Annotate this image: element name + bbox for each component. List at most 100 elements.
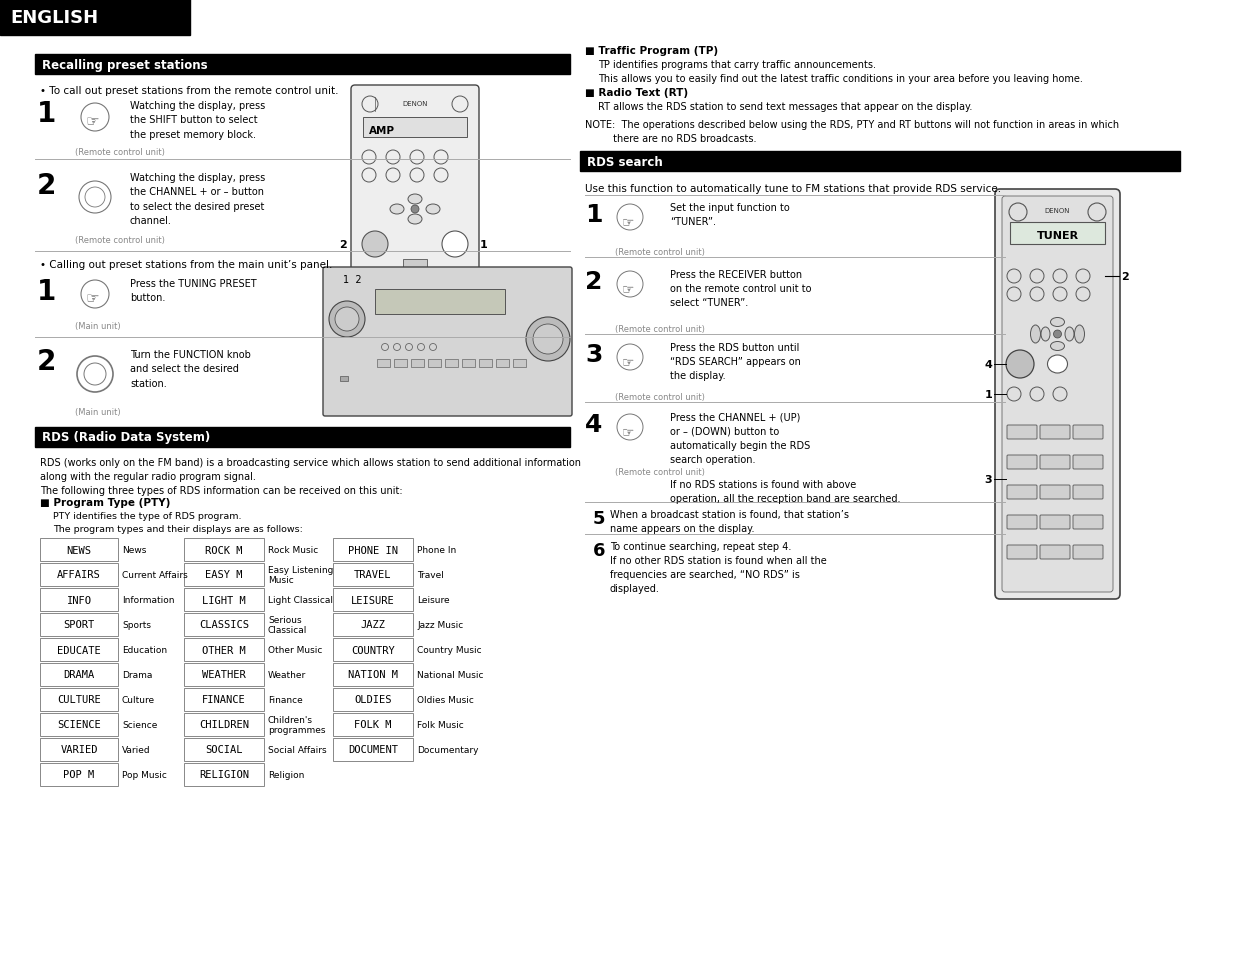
- Bar: [184, 713, 263, 737]
- Text: Jazz Music: Jazz Music: [417, 620, 463, 629]
- Bar: [333, 713, 413, 737]
- Circle shape: [526, 317, 570, 361]
- Ellipse shape: [1030, 326, 1040, 344]
- Bar: [333, 588, 413, 612]
- Circle shape: [1006, 351, 1034, 378]
- Bar: [411, 359, 424, 368]
- Text: Culture: Culture: [122, 696, 155, 704]
- Text: ■ Program Type (PTY): ■ Program Type (PTY): [40, 497, 171, 507]
- Bar: [0, 0, 190, 36]
- FancyBboxPatch shape: [1007, 516, 1037, 530]
- Text: Documentary: Documentary: [417, 745, 479, 754]
- Text: Watching the display, press
the CHANNEL + or – button
to select the desired pres: Watching the display, press the CHANNEL …: [130, 172, 265, 226]
- Text: TUNER: TUNER: [1037, 231, 1079, 241]
- Text: National Music: National Music: [417, 670, 484, 679]
- Bar: [40, 538, 118, 561]
- Text: DENON: DENON: [402, 101, 428, 107]
- Ellipse shape: [426, 205, 440, 214]
- Text: ■ Radio Text (RT): ■ Radio Text (RT): [585, 88, 688, 98]
- FancyBboxPatch shape: [1072, 426, 1103, 439]
- FancyBboxPatch shape: [1040, 485, 1070, 499]
- Bar: [479, 359, 492, 368]
- Text: • Calling out preset stations from the main unit’s panel.: • Calling out preset stations from the m…: [40, 260, 333, 270]
- Text: SPORT: SPORT: [63, 619, 94, 630]
- Text: Phone In: Phone In: [417, 545, 456, 555]
- Bar: [395, 359, 407, 368]
- Text: To continue searching, repeat step 4.
If no other RDS station is found when all : To continue searching, repeat step 4. If…: [610, 541, 826, 594]
- Bar: [40, 563, 118, 586]
- Text: AFFAIRS: AFFAIRS: [57, 570, 101, 579]
- Circle shape: [533, 325, 563, 355]
- Bar: [35, 428, 570, 448]
- Text: 2: 2: [37, 348, 57, 375]
- Text: (Remote control unit): (Remote control unit): [615, 393, 705, 401]
- Text: Drama: Drama: [122, 670, 152, 679]
- Text: 2: 2: [1121, 272, 1128, 282]
- FancyBboxPatch shape: [1007, 545, 1037, 559]
- Text: ☞: ☞: [622, 282, 635, 295]
- Bar: [461, 359, 475, 368]
- Bar: [333, 563, 413, 586]
- Bar: [340, 376, 348, 381]
- Text: SCIENCE: SCIENCE: [57, 720, 101, 730]
- Ellipse shape: [1042, 328, 1050, 341]
- Ellipse shape: [408, 194, 422, 205]
- Text: Finance: Finance: [268, 696, 303, 704]
- Text: Science: Science: [122, 720, 157, 729]
- Circle shape: [335, 308, 359, 332]
- Bar: [362, 118, 468, 138]
- Text: 1  2: 1 2: [343, 274, 361, 285]
- Text: If no RDS stations is found with above
operation, all the reception band are sea: If no RDS stations is found with above o…: [670, 479, 901, 503]
- Text: ☞: ☞: [85, 114, 99, 130]
- Text: 1: 1: [37, 100, 56, 128]
- Text: Watching the display, press
the SHIFT button to select
the preset memory block.: Watching the display, press the SHIFT bu…: [130, 101, 265, 140]
- Bar: [1009, 223, 1105, 245]
- Text: OTHER M: OTHER M: [202, 645, 246, 655]
- FancyBboxPatch shape: [323, 268, 571, 416]
- Text: When a broadcast station is found, that station’s
name appears on the display.: When a broadcast station is found, that …: [610, 510, 849, 534]
- Text: (Remote control unit): (Remote control unit): [615, 248, 705, 256]
- Text: PHONE IN: PHONE IN: [348, 545, 398, 555]
- Ellipse shape: [1065, 328, 1074, 341]
- Bar: [184, 538, 263, 561]
- Text: (Main unit): (Main unit): [75, 322, 121, 331]
- Bar: [184, 639, 263, 661]
- Text: Press the TUNING PRESET
button.: Press the TUNING PRESET button.: [130, 278, 256, 303]
- Ellipse shape: [390, 205, 404, 214]
- Text: Folk Music: Folk Music: [417, 720, 464, 729]
- Text: RDS search: RDS search: [588, 155, 663, 169]
- Text: (Main unit): (Main unit): [75, 408, 121, 416]
- Text: POP M: POP M: [63, 770, 94, 780]
- Text: TP identifies programs that carry traffic announcements.
This allows you to easi: TP identifies programs that carry traffi…: [597, 60, 1082, 84]
- Text: Press the RDS button until
“RDS SEARCH” appears on
the display.: Press the RDS button until “RDS SEARCH” …: [670, 343, 800, 380]
- Text: (Remote control unit): (Remote control unit): [615, 325, 705, 334]
- FancyBboxPatch shape: [1002, 196, 1113, 593]
- Text: Weather: Weather: [268, 670, 307, 679]
- Bar: [333, 688, 413, 711]
- Bar: [184, 663, 263, 686]
- Circle shape: [442, 232, 468, 257]
- Text: Recalling preset stations: Recalling preset stations: [42, 58, 208, 71]
- Text: 2: 2: [585, 270, 602, 294]
- Text: Set the input function to
“TUNER”.: Set the input function to “TUNER”.: [670, 203, 789, 227]
- Bar: [403, 260, 427, 268]
- Bar: [496, 359, 508, 368]
- Bar: [40, 614, 118, 637]
- FancyBboxPatch shape: [351, 86, 479, 284]
- FancyBboxPatch shape: [1040, 545, 1070, 559]
- Text: ☞: ☞: [622, 355, 635, 369]
- Text: Current Affairs: Current Affairs: [122, 571, 188, 579]
- Text: Country Music: Country Music: [417, 645, 481, 655]
- FancyBboxPatch shape: [1007, 426, 1037, 439]
- Text: INFO: INFO: [67, 595, 92, 605]
- Text: Social Affairs: Social Affairs: [268, 745, 327, 754]
- Text: ☞: ☞: [622, 214, 635, 229]
- Text: VARIED: VARIED: [61, 744, 98, 755]
- FancyBboxPatch shape: [1072, 485, 1103, 499]
- Bar: [40, 713, 118, 737]
- Text: ■ Traffic Program (TP): ■ Traffic Program (TP): [585, 46, 719, 56]
- Text: Use this function to automatically tune to FM stations that provide RDS service.: Use this function to automatically tune …: [585, 184, 1001, 193]
- Text: Children's
programmes: Children's programmes: [268, 715, 325, 735]
- Bar: [40, 763, 118, 786]
- Bar: [513, 359, 526, 368]
